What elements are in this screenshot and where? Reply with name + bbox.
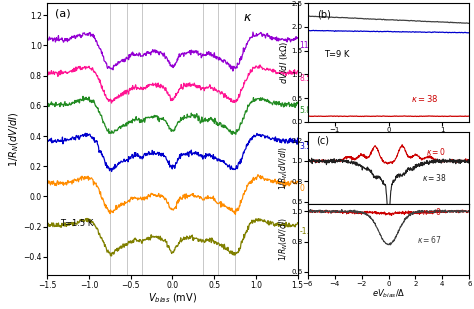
X-axis label: $eV_{bias}/\Delta$: $eV_{bias}/\Delta$ <box>372 288 405 300</box>
Text: (b): (b) <box>318 9 331 19</box>
Text: 8.5: 8.5 <box>299 74 311 83</box>
Text: $\kappa{=}38$: $\kappa{=}38$ <box>422 172 447 183</box>
Text: 11.2: 11.2 <box>299 41 316 50</box>
Text: $\kappa{=}0$: $\kappa{=}0$ <box>422 206 442 217</box>
Text: 5.8: 5.8 <box>299 106 311 115</box>
X-axis label: $V_{bias}$ (mV): $V_{bias}$ (mV) <box>148 291 197 305</box>
Text: $\kappa{=}67$: $\kappa{=}67$ <box>417 234 442 245</box>
X-axis label: $V_{bias}$ (mV): $V_{bias}$ (mV) <box>367 135 410 147</box>
Y-axis label: $1/R_N(dV/dI)$: $1/R_N(dV/dI)$ <box>7 111 20 167</box>
Text: (c): (c) <box>316 136 329 146</box>
Y-axis label: $1/R_N(dV/dI)$: $1/R_N(dV/dI)$ <box>277 146 290 190</box>
Text: -1.9: -1.9 <box>299 227 314 236</box>
Text: T=9 K: T=9 K <box>324 49 349 59</box>
Text: 3.5: 3.5 <box>299 142 311 151</box>
Text: (a): (a) <box>55 9 71 19</box>
Y-axis label: $1/R_N(dV/dI)$: $1/R_N(dV/dI)$ <box>277 217 290 261</box>
Text: $\kappa{=}0$: $\kappa{=}0$ <box>426 146 447 157</box>
Text: T=1.5 K: T=1.5 K <box>60 219 93 228</box>
Text: $\kappa$: $\kappa$ <box>243 11 252 24</box>
Text: 0: 0 <box>299 184 304 193</box>
Text: $\kappa{=}38$: $\kappa{=}38$ <box>411 93 438 104</box>
Y-axis label: $dV/dI$ (k$\Omega$): $dV/dI$ (k$\Omega$) <box>278 41 290 84</box>
